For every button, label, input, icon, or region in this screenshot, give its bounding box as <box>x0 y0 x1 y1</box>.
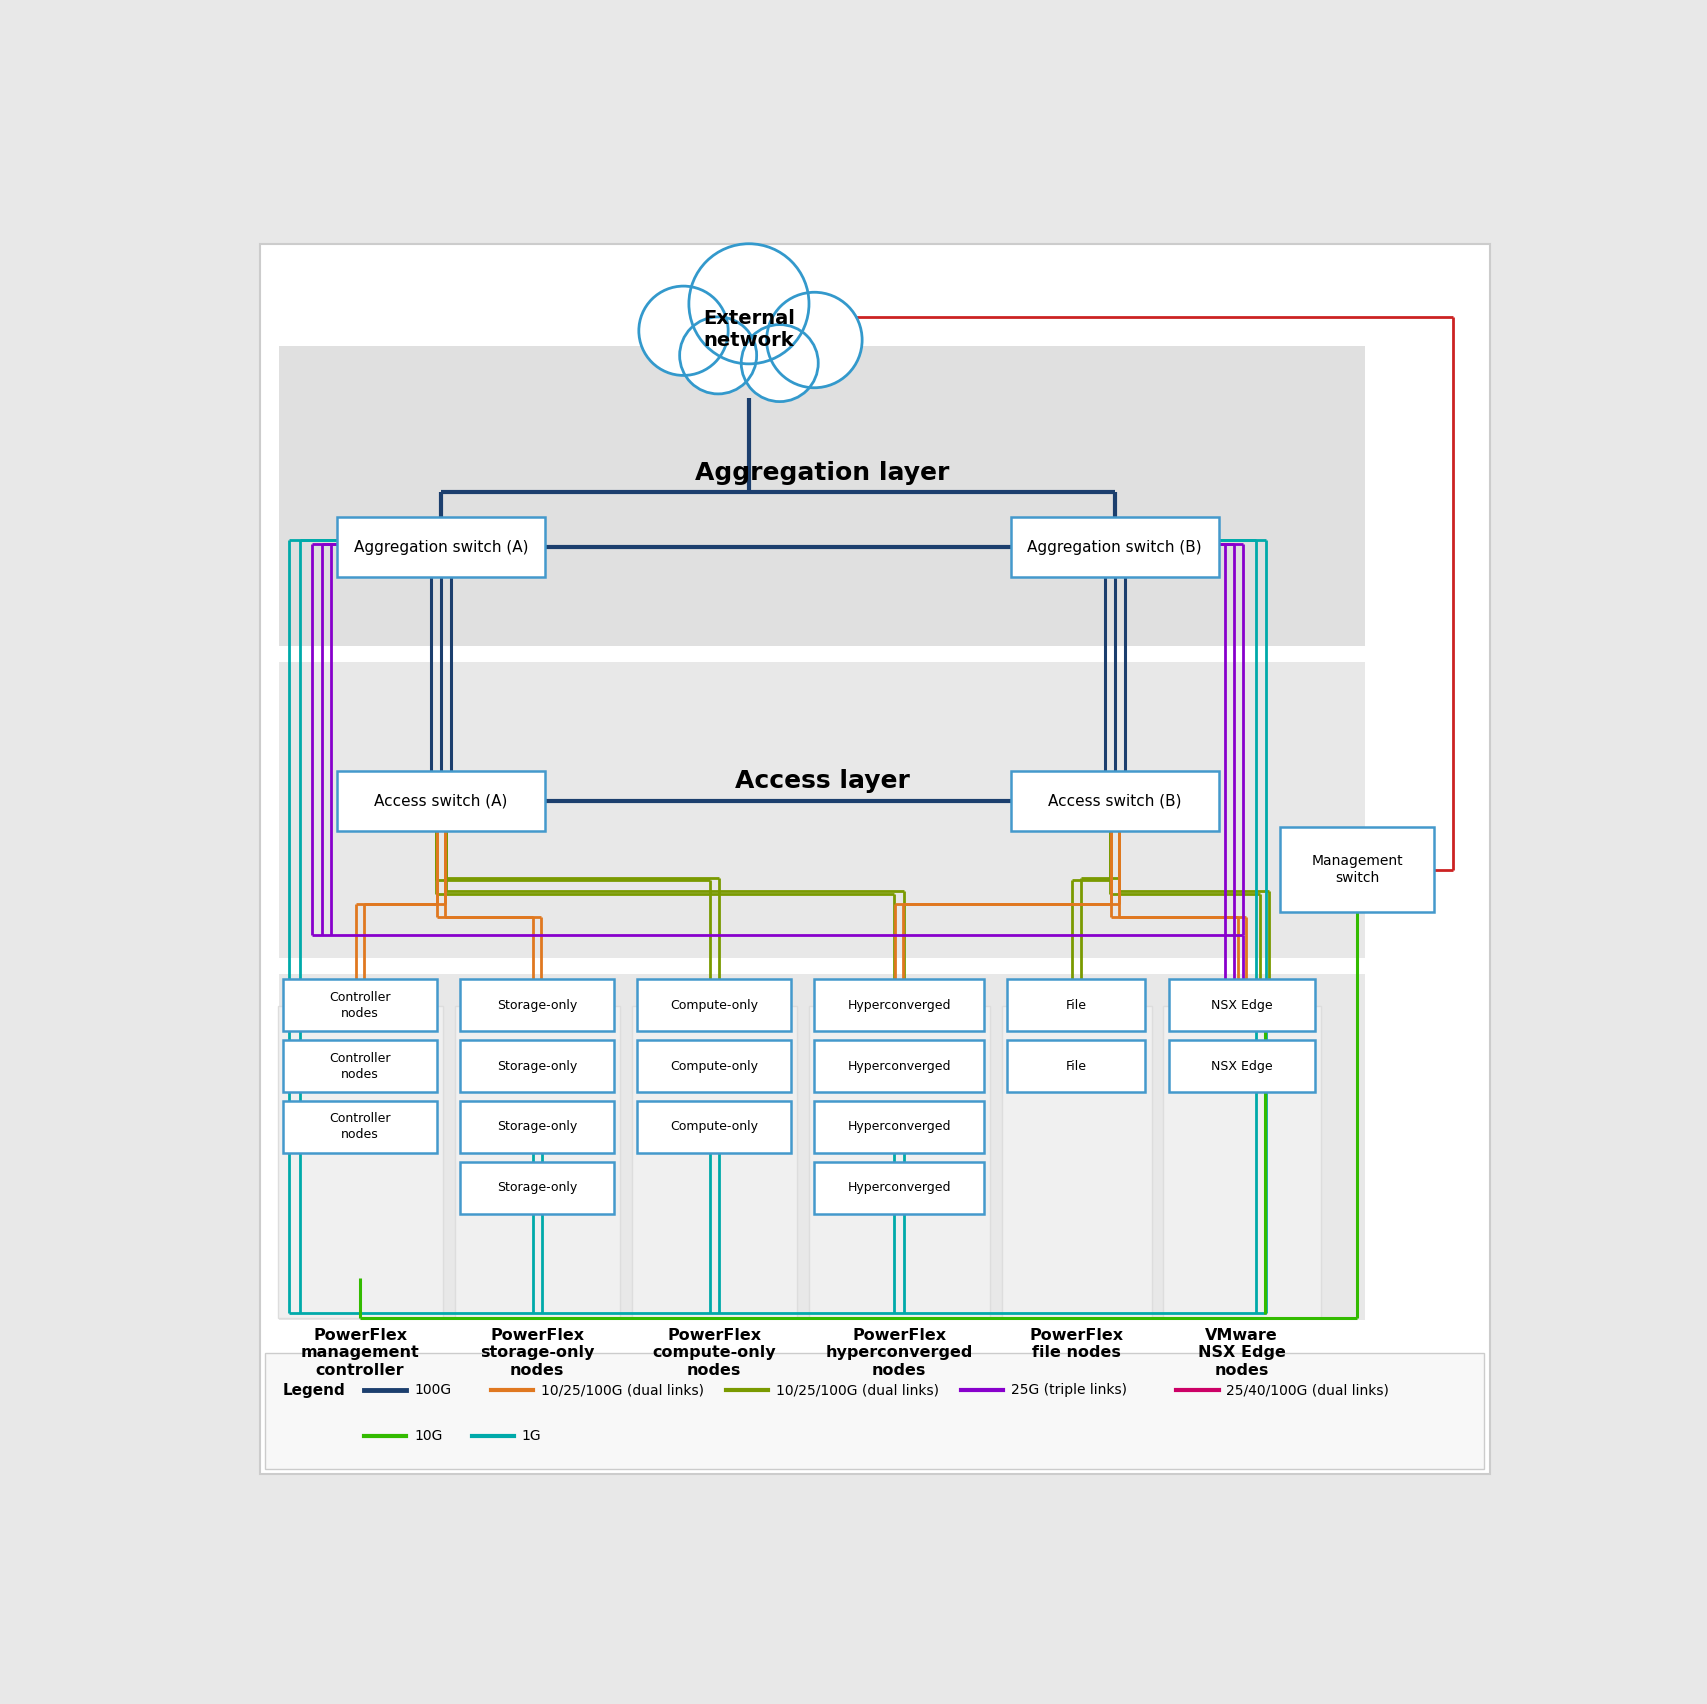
FancyBboxPatch shape <box>814 1101 983 1154</box>
Text: File: File <box>1065 1060 1087 1072</box>
Text: Storage-only: Storage-only <box>497 1060 577 1072</box>
Text: 25/40/100G (dual links): 25/40/100G (dual links) <box>1226 1384 1389 1397</box>
Text: Access layer: Access layer <box>734 769 910 792</box>
Text: Compute-only: Compute-only <box>671 1060 758 1072</box>
Text: 10/25/100G (dual links): 10/25/100G (dual links) <box>541 1384 703 1397</box>
Text: VMware
NSX Edge
nodes: VMware NSX Edge nodes <box>1198 1327 1285 1379</box>
FancyBboxPatch shape <box>637 980 792 1031</box>
Text: PowerFlex
management
controller: PowerFlex management controller <box>300 1327 420 1379</box>
Text: Controller
nodes: Controller nodes <box>329 990 391 1019</box>
FancyBboxPatch shape <box>283 980 437 1031</box>
FancyBboxPatch shape <box>1011 516 1219 578</box>
FancyBboxPatch shape <box>1169 980 1314 1031</box>
Text: 1G: 1G <box>522 1430 541 1443</box>
FancyBboxPatch shape <box>814 1162 983 1213</box>
FancyBboxPatch shape <box>336 516 545 578</box>
FancyBboxPatch shape <box>632 1005 797 1317</box>
FancyBboxPatch shape <box>809 1005 990 1317</box>
FancyBboxPatch shape <box>1280 828 1434 912</box>
FancyBboxPatch shape <box>259 244 1490 1474</box>
FancyBboxPatch shape <box>280 346 1366 646</box>
FancyBboxPatch shape <box>1007 1039 1145 1092</box>
Text: Compute-only: Compute-only <box>671 1121 758 1133</box>
FancyBboxPatch shape <box>278 1005 444 1317</box>
Text: Aggregation switch (B): Aggregation switch (B) <box>1028 540 1202 554</box>
FancyBboxPatch shape <box>280 661 1366 958</box>
Text: Compute-only: Compute-only <box>671 999 758 1012</box>
Text: Hyperconverged: Hyperconverged <box>847 999 951 1012</box>
FancyBboxPatch shape <box>461 980 615 1031</box>
Text: PowerFlex
storage-only
nodes: PowerFlex storage-only nodes <box>480 1327 594 1379</box>
FancyBboxPatch shape <box>461 1162 615 1213</box>
FancyBboxPatch shape <box>1011 772 1219 832</box>
FancyBboxPatch shape <box>1162 1005 1321 1317</box>
FancyBboxPatch shape <box>1007 980 1145 1031</box>
FancyBboxPatch shape <box>461 1039 615 1092</box>
Text: Hyperconverged: Hyperconverged <box>847 1121 951 1133</box>
FancyBboxPatch shape <box>454 1005 620 1317</box>
Circle shape <box>638 286 729 375</box>
Text: Storage-only: Storage-only <box>497 1181 577 1195</box>
Text: 25G (triple links): 25G (triple links) <box>1011 1384 1127 1397</box>
Text: NSX Edge: NSX Edge <box>1210 999 1272 1012</box>
Text: 100G: 100G <box>415 1384 451 1397</box>
FancyBboxPatch shape <box>637 1101 792 1154</box>
Text: 10/25/100G (dual links): 10/25/100G (dual links) <box>777 1384 939 1397</box>
FancyBboxPatch shape <box>637 1039 792 1092</box>
Text: Access switch (A): Access switch (A) <box>374 794 507 809</box>
FancyBboxPatch shape <box>283 1101 437 1154</box>
Text: NSX Edge: NSX Edge <box>1210 1060 1272 1072</box>
Text: Hyperconverged: Hyperconverged <box>847 1060 951 1072</box>
FancyBboxPatch shape <box>1169 1039 1314 1092</box>
FancyBboxPatch shape <box>461 1101 615 1154</box>
Text: Legend: Legend <box>283 1382 347 1397</box>
Text: Controller
nodes: Controller nodes <box>329 1051 391 1080</box>
Text: Storage-only: Storage-only <box>497 1121 577 1133</box>
Text: PowerFlex
compute-only
nodes: PowerFlex compute-only nodes <box>652 1327 777 1379</box>
Circle shape <box>741 324 818 402</box>
Circle shape <box>690 244 809 365</box>
Text: Aggregation switch (A): Aggregation switch (A) <box>353 540 527 554</box>
Text: Storage-only: Storage-only <box>497 999 577 1012</box>
FancyBboxPatch shape <box>1002 1005 1152 1317</box>
Text: Hyperconverged: Hyperconverged <box>847 1181 951 1195</box>
Text: 10G: 10G <box>415 1430 442 1443</box>
Text: Aggregation layer: Aggregation layer <box>695 462 949 486</box>
Text: Access switch (B): Access switch (B) <box>1048 794 1181 809</box>
Text: Controller
nodes: Controller nodes <box>329 1113 391 1142</box>
FancyBboxPatch shape <box>280 973 1366 1321</box>
Text: PowerFlex
file nodes: PowerFlex file nodes <box>1029 1327 1123 1360</box>
Text: PowerFlex
hyperconverged
nodes: PowerFlex hyperconverged nodes <box>826 1327 973 1379</box>
Circle shape <box>679 317 756 394</box>
FancyBboxPatch shape <box>814 980 983 1031</box>
Circle shape <box>766 293 862 389</box>
Text: External
network: External network <box>703 308 795 349</box>
FancyBboxPatch shape <box>814 1039 983 1092</box>
FancyBboxPatch shape <box>283 1039 437 1092</box>
Text: File: File <box>1065 999 1087 1012</box>
FancyBboxPatch shape <box>265 1353 1483 1469</box>
Text: Management
switch: Management switch <box>1311 854 1403 886</box>
FancyBboxPatch shape <box>336 772 545 832</box>
